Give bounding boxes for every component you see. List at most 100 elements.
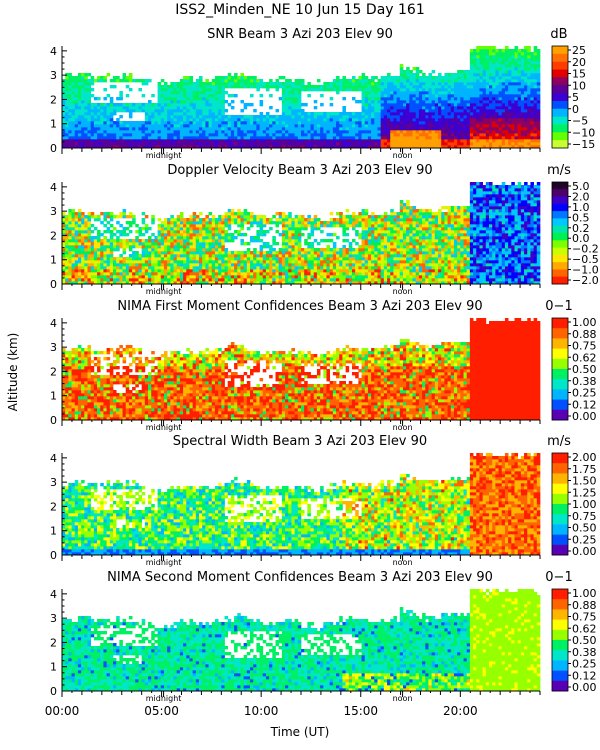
heatmap-cell <box>288 115 292 119</box>
heatmap-cell <box>208 242 213 246</box>
heatmap-cell <box>485 145 490 149</box>
heatmap-cell <box>281 109 286 113</box>
heatmap-cell <box>501 73 506 77</box>
heatmap-cell <box>301 85 305 89</box>
heatmap-cell <box>195 266 200 270</box>
heatmap-cell <box>501 136 506 140</box>
heatmap-cell <box>536 88 541 92</box>
heatmap-cell <box>119 91 123 95</box>
heatmap-cell <box>163 263 168 267</box>
heatmap-cell <box>106 142 111 146</box>
heatmap-cell <box>390 97 394 101</box>
heatmap-cell <box>199 109 203 113</box>
heatmap-cell <box>428 124 433 128</box>
heatmap-cell <box>202 275 206 279</box>
heatmap-cell <box>90 278 95 282</box>
heatmap-cell <box>112 76 117 80</box>
heatmap-cell <box>246 215 251 219</box>
heatmap-cell <box>533 70 538 74</box>
heatmap-cell <box>332 133 337 137</box>
heatmap-cell <box>520 82 525 86</box>
heatmap-cell <box>434 124 439 128</box>
heatmap-cell <box>170 257 174 261</box>
heatmap-cell <box>504 115 509 119</box>
heatmap-cell <box>517 136 522 140</box>
heatmap-cell <box>68 139 72 143</box>
heatmap-cell <box>320 136 324 140</box>
heatmap-cell <box>230 239 235 243</box>
heatmap-cell <box>495 133 499 137</box>
heatmap-cell <box>230 133 235 137</box>
heatmap-cell <box>275 278 280 282</box>
heatmap-cell <box>377 100 382 104</box>
heatmap-cell <box>412 112 417 116</box>
heatmap-cell <box>157 224 162 228</box>
heatmap-cell <box>415 76 420 80</box>
heatmap-cell <box>444 139 448 143</box>
heatmap-cell <box>189 127 194 131</box>
heatmap-cell <box>418 109 423 113</box>
heatmap-cell <box>199 106 203 110</box>
heatmap-cell <box>533 73 538 77</box>
heatmap-cell <box>81 82 85 86</box>
heatmap-cell <box>234 215 238 219</box>
heatmap-cell <box>332 82 337 86</box>
heatmap-cell <box>288 136 292 140</box>
heatmap-cell <box>508 67 512 71</box>
heatmap-cell <box>387 145 391 149</box>
heatmap-cell <box>237 230 241 234</box>
heatmap-cell <box>65 85 69 89</box>
heatmap-cell <box>211 278 216 282</box>
heatmap-cell <box>533 52 538 56</box>
heatmap-cell <box>361 109 366 113</box>
heatmap-cell <box>473 136 477 140</box>
heatmap-cell <box>68 218 72 222</box>
heatmap-cell <box>87 121 92 125</box>
heatmap-cell <box>520 127 525 131</box>
heatmap-cell <box>457 100 461 104</box>
heatmap-cell <box>285 82 289 86</box>
heatmap-cell <box>326 85 331 89</box>
heatmap-cell <box>141 278 146 282</box>
heatmap-cell <box>71 82 76 86</box>
heatmap-cell <box>444 106 448 110</box>
heatmap-cell <box>132 145 136 149</box>
heatmap-cell <box>527 145 531 149</box>
heatmap-cell <box>87 218 92 222</box>
heatmap-cell <box>406 70 410 74</box>
heatmap-cell <box>151 260 155 264</box>
heatmap-cell <box>135 254 139 258</box>
heatmap-cell <box>431 100 436 104</box>
heatmap-cell <box>106 269 111 273</box>
heatmap-cell <box>138 124 143 128</box>
heatmap-cell <box>275 230 280 234</box>
heatmap-cell <box>71 212 76 216</box>
heatmap-cell <box>160 79 165 83</box>
heatmap-cell <box>269 136 273 140</box>
heatmap-cell <box>444 73 448 77</box>
heatmap-cell <box>469 127 474 131</box>
heatmap-cell <box>218 239 222 243</box>
heatmap-cell <box>457 103 461 107</box>
heatmap-cell <box>285 281 289 285</box>
heatmap-cell <box>81 97 85 101</box>
heatmap-cell <box>138 109 143 113</box>
heatmap-cell <box>97 136 101 140</box>
heatmap-cell <box>444 91 448 95</box>
heatmap-cell <box>74 278 79 282</box>
heatmap-cell <box>103 245 107 249</box>
heatmap-cell <box>68 85 72 89</box>
heatmap-cell <box>453 118 458 122</box>
heatmap-cell <box>511 124 515 128</box>
heatmap-cell <box>84 133 88 137</box>
heatmap-cell <box>399 142 404 146</box>
heatmap-cell <box>138 239 143 243</box>
heatmap-cell <box>93 124 98 128</box>
heatmap-cell <box>466 130 471 134</box>
heatmap-cell <box>246 221 251 225</box>
heatmap-cell <box>224 230 229 234</box>
heatmap-cell <box>74 224 79 228</box>
heatmap-cell <box>87 254 92 258</box>
heatmap-cell <box>524 109 528 113</box>
heatmap-cell <box>511 55 515 59</box>
